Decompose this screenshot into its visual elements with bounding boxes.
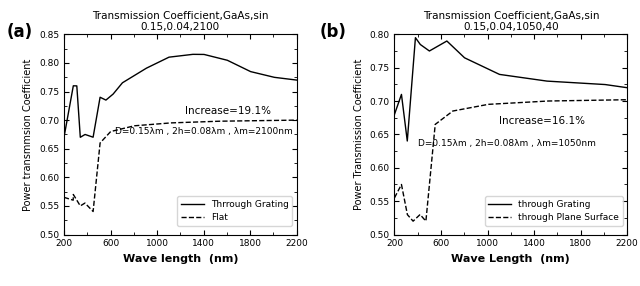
through Grating xyxy=(412,36,419,39)
Thrrough Grating xyxy=(293,78,301,82)
Thrrough Grating xyxy=(188,53,196,56)
Legend: through Grating, through Plane Surface: through Grating, through Plane Surface xyxy=(484,196,623,226)
Thrrough Grating xyxy=(286,78,294,81)
through Grating xyxy=(498,73,506,76)
Title: Transmission Coefficient,GaAs,sin
0.15,0.04,1050,40: Transmission Coefficient,GaAs,sin 0.15,0… xyxy=(422,11,599,32)
Line: Flat: Flat xyxy=(64,120,297,212)
Thrrough Grating xyxy=(167,55,175,59)
Title: Transmission Coefficient,GaAs,sin
0.15,0.04,2100: Transmission Coefficient,GaAs,sin 0.15,0… xyxy=(92,11,269,32)
through Grating xyxy=(403,132,410,135)
X-axis label: Wave Length  (nm): Wave Length (nm) xyxy=(451,254,570,264)
Text: Increase=16.1%: Increase=16.1% xyxy=(499,116,585,126)
X-axis label: Wave length  (nm): Wave length (nm) xyxy=(123,254,238,264)
through Grating xyxy=(574,81,582,85)
through Grating xyxy=(403,139,411,143)
Legend: Thrrough Grating, Flat: Thrrough Grating, Flat xyxy=(177,196,292,226)
Thrrough Grating xyxy=(286,78,294,81)
through Plane Surface xyxy=(504,102,511,105)
Flat xyxy=(293,118,301,122)
Thrrough Grating xyxy=(173,54,181,58)
through Plane Surface xyxy=(498,102,506,105)
Text: D=0.15λm , 2h=0.08λm , λm=2100nm: D=0.15λm , 2h=0.08λm , λm=2100nm xyxy=(115,128,293,136)
through Plane Surface xyxy=(616,98,624,102)
Thrrough Grating xyxy=(244,68,252,72)
Flat xyxy=(286,118,294,122)
Y-axis label: Power Transmission Coefficient: Power Transmission Coefficient xyxy=(354,59,364,210)
Text: (b): (b) xyxy=(320,23,347,41)
through Plane Surface xyxy=(574,99,582,102)
Flat xyxy=(72,197,80,200)
Text: (a): (a) xyxy=(6,23,33,41)
through Plane Surface xyxy=(403,208,410,211)
Flat xyxy=(244,119,252,122)
Flat xyxy=(60,196,68,199)
Y-axis label: Power transmmsion Coefficient: Power transmmsion Coefficient xyxy=(24,58,33,210)
Line: through Plane Surface: through Plane Surface xyxy=(394,100,627,221)
Thrrough Grating xyxy=(60,136,68,139)
Flat xyxy=(167,121,175,125)
Line: through Grating: through Grating xyxy=(394,38,627,141)
Thrrough Grating xyxy=(72,84,80,88)
Text: Increase=19.1%: Increase=19.1% xyxy=(185,106,271,116)
Flat xyxy=(89,210,97,213)
through Grating xyxy=(617,85,625,88)
Line: Thrrough Grating: Thrrough Grating xyxy=(64,54,297,137)
through Grating xyxy=(617,85,625,88)
Flat xyxy=(286,118,294,122)
through Grating xyxy=(504,74,512,77)
through Grating xyxy=(623,86,631,90)
through Grating xyxy=(390,113,398,116)
through Plane Surface xyxy=(617,98,625,102)
through Plane Surface xyxy=(390,196,398,200)
Text: D=0.15λm , 2h=0.08λm , λm=1050nm: D=0.15λm , 2h=0.08λm , λm=1050nm xyxy=(418,140,596,148)
through Plane Surface xyxy=(623,98,631,102)
through Plane Surface xyxy=(409,219,417,223)
Flat xyxy=(173,121,181,124)
